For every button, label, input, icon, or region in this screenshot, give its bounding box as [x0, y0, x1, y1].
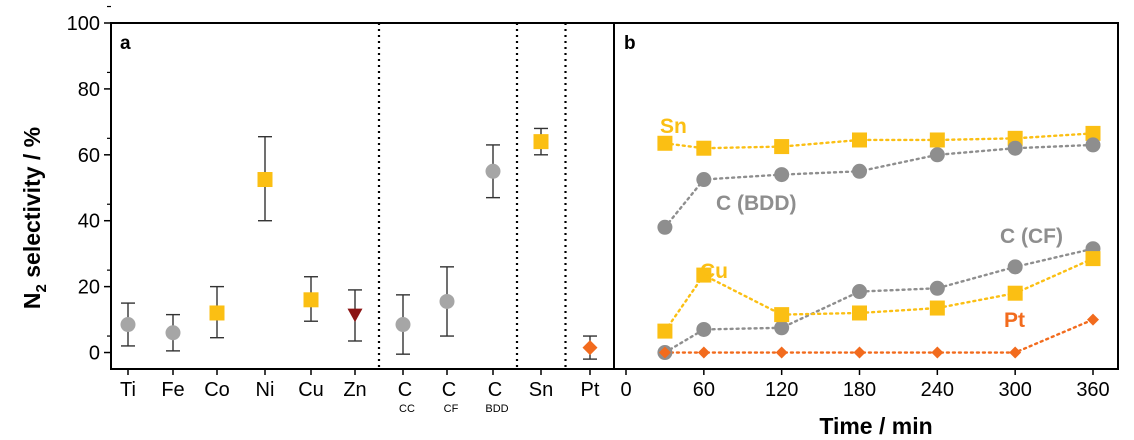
data-point-c-cf — [774, 320, 790, 336]
series-line-c-cf — [663, 247, 1095, 354]
y-tick-label: 100 — [67, 13, 100, 35]
series-label-c-cf: C (CF) — [1000, 225, 1063, 248]
series-label-cu: Cu — [700, 260, 728, 283]
data-point-ni — [257, 172, 273, 188]
x-tick-label: 120 — [765, 379, 798, 401]
series-line-cu — [663, 257, 1095, 333]
data-point-c-bdd — [852, 163, 867, 179]
y-tick-label: 60 — [78, 145, 100, 167]
data-point-pt — [1087, 313, 1099, 326]
data-point-co — [209, 305, 225, 321]
data-point-c-bdd — [696, 172, 712, 188]
y-axis-label: N2 selectivity / % — [19, 127, 50, 309]
data-point-c-bdd — [929, 147, 945, 163]
data-point-cu — [657, 323, 673, 339]
data-point-sn — [929, 132, 945, 148]
x-tick-label-subscript: CC — [399, 403, 415, 415]
x-tick-label: 0 — [620, 379, 631, 401]
data-point-c-cf — [852, 284, 867, 300]
x-tick-label: Pt — [581, 379, 600, 401]
y-axis-label-subscript: 2 — [33, 284, 50, 292]
data-point-pt — [931, 346, 944, 359]
series-label-c-bdd: C (BDD) — [716, 192, 796, 215]
error-bars-layer — [121, 127, 597, 360]
series-line-pt — [663, 318, 1095, 354]
panel-frames-layer — [110, 22, 1119, 370]
y-tick-label: 20 — [78, 277, 100, 299]
x-tick-label: C — [442, 379, 456, 401]
data-point-sn — [774, 139, 790, 155]
x-tick-label: Ti — [120, 379, 136, 401]
panel-a-label: a — [120, 33, 131, 54]
data-point-pt — [775, 346, 788, 359]
x-tick-label: Fe — [161, 379, 184, 401]
data-point-cu — [774, 307, 790, 323]
data-point-pt — [853, 346, 866, 359]
data-point-c-bdd — [1007, 140, 1023, 156]
y-tick-label: 40 — [78, 211, 100, 233]
data-point-c-cc — [395, 317, 411, 333]
x-tick-label: 180 — [843, 379, 876, 401]
data-point-c-cf — [929, 280, 945, 296]
data-point-sn — [852, 132, 867, 148]
data-point-pt — [697, 346, 710, 359]
x-axis-label: Time / min — [819, 413, 932, 439]
data-point-cu — [696, 267, 712, 283]
data-point-cu — [852, 305, 867, 321]
series-label-sn: Sn — [660, 115, 687, 138]
x-tick-label: 240 — [921, 379, 954, 401]
x-tick-label: Sn — [529, 379, 553, 401]
data-point-ti — [120, 317, 136, 333]
data-point-sn — [1085, 125, 1101, 141]
data-point-c-bdd — [1085, 137, 1101, 153]
x-tick-label-subscript: CF — [444, 403, 459, 415]
y-tick-label: 0 — [89, 343, 100, 365]
series-line-sn — [663, 132, 1095, 150]
data-point-sn — [533, 134, 549, 150]
data-point-c-cf — [439, 293, 455, 309]
panel-b-label: b — [624, 33, 636, 54]
data-point-sn — [696, 140, 712, 156]
data-point-cu — [1085, 251, 1101, 267]
data-point-pt — [658, 346, 671, 359]
x-tick-label: 60 — [693, 379, 715, 401]
x-tick-label: Zn — [343, 379, 366, 401]
data-point-pt — [1009, 346, 1022, 359]
data-point-pt — [582, 340, 598, 356]
data-point-c-cf — [1007, 259, 1023, 275]
data-point-cu — [303, 292, 319, 308]
panel-b-frame — [613, 22, 1119, 370]
x-tick-label: 360 — [1076, 379, 1109, 401]
data-point-cu — [929, 300, 945, 316]
panel-separators-layer — [377, 23, 567, 369]
x-tick-label: Co — [204, 379, 230, 401]
data-point-sn — [657, 135, 673, 151]
x-tick-label-subscript: BDD — [485, 403, 508, 415]
x-tick-label: Cu — [298, 379, 324, 401]
axis-ticks-layer — [104, 5, 1094, 375]
data-point-c-bdd — [485, 163, 501, 179]
panel-a-frame — [110, 22, 615, 370]
data-marks-layer — [120, 125, 1101, 361]
data-point-zn — [347, 308, 363, 323]
data-point-c-cf — [696, 321, 712, 337]
y-tick-label: 80 — [78, 79, 100, 101]
x-tick-label: Ni — [256, 379, 275, 401]
data-point-c-bdd — [774, 167, 790, 183]
data-point-c-bdd — [657, 219, 673, 235]
x-tick-label: 300 — [998, 379, 1031, 401]
data-point-fe — [165, 325, 181, 341]
x-tick-label: C — [488, 379, 502, 401]
series-label-pt: Pt — [1004, 309, 1025, 332]
data-point-cu — [1007, 285, 1023, 301]
x-tick-label: C — [398, 379, 412, 401]
